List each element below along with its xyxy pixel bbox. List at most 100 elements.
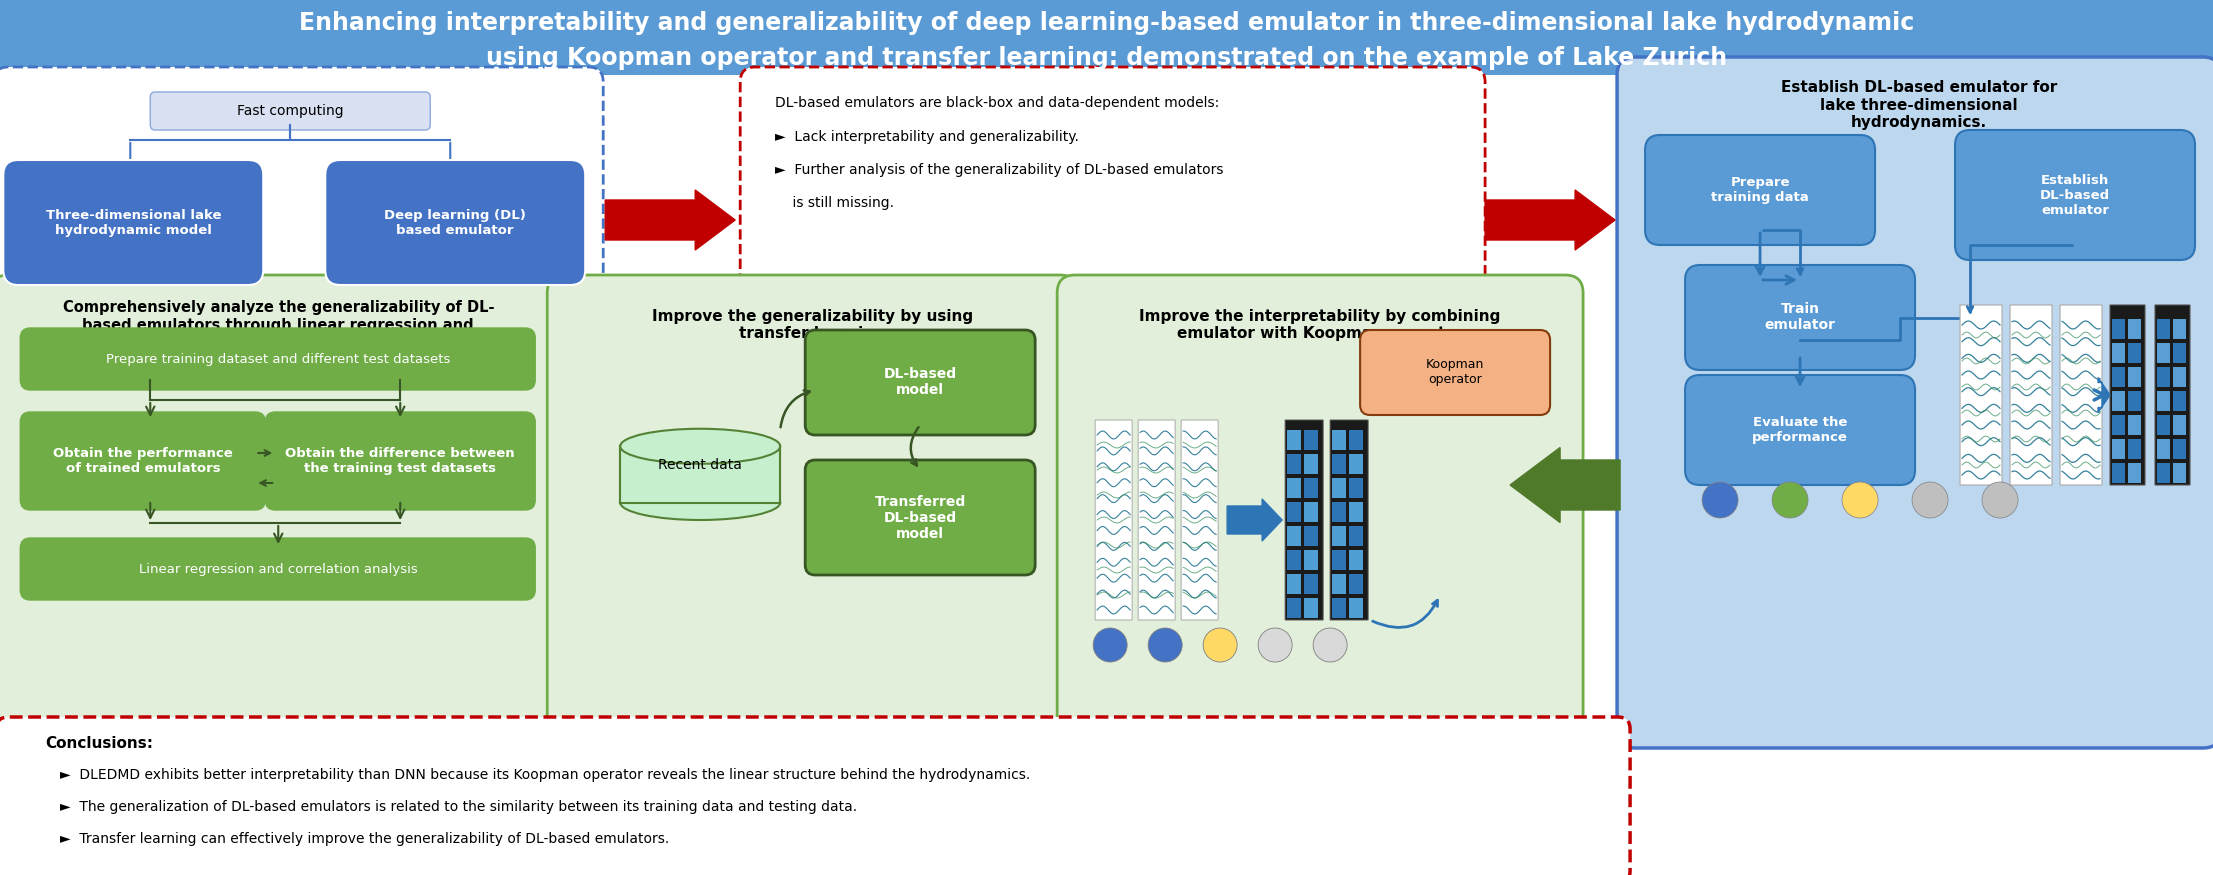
FancyBboxPatch shape: [2127, 391, 2140, 411]
FancyBboxPatch shape: [2111, 319, 2124, 339]
Circle shape: [1841, 482, 1879, 518]
Text: ►  Further analysis of the generalizability of DL-based emulators: ► Further analysis of the generalizabili…: [775, 163, 1224, 177]
FancyBboxPatch shape: [1684, 375, 1914, 485]
FancyBboxPatch shape: [1288, 478, 1301, 498]
Bar: [620, 446, 781, 502]
FancyBboxPatch shape: [2158, 367, 2171, 387]
FancyBboxPatch shape: [1303, 454, 1319, 474]
FancyBboxPatch shape: [2173, 439, 2186, 459]
FancyBboxPatch shape: [2127, 367, 2140, 387]
FancyBboxPatch shape: [150, 92, 429, 130]
FancyBboxPatch shape: [2127, 463, 2140, 483]
FancyBboxPatch shape: [0, 717, 1631, 875]
Text: DL-based
model: DL-based model: [883, 367, 956, 397]
Text: Establish DL-based emulator for
lake three-dimensional
hydrodynamics.: Establish DL-based emulator for lake thr…: [1781, 80, 2058, 130]
FancyArrow shape: [1485, 190, 1615, 250]
FancyBboxPatch shape: [1303, 502, 1319, 522]
FancyBboxPatch shape: [1350, 598, 1363, 618]
FancyBboxPatch shape: [1350, 454, 1363, 474]
FancyBboxPatch shape: [1303, 574, 1319, 594]
FancyBboxPatch shape: [1350, 478, 1363, 498]
FancyBboxPatch shape: [2111, 343, 2124, 363]
FancyBboxPatch shape: [1303, 526, 1319, 546]
FancyBboxPatch shape: [0, 67, 604, 302]
FancyBboxPatch shape: [2127, 343, 2140, 363]
FancyBboxPatch shape: [1303, 430, 1319, 450]
FancyBboxPatch shape: [1330, 420, 1368, 620]
Ellipse shape: [620, 429, 781, 464]
FancyBboxPatch shape: [1058, 275, 1582, 741]
FancyBboxPatch shape: [2111, 367, 2124, 387]
FancyBboxPatch shape: [1350, 574, 1363, 594]
Text: DL-based emulators are black-box and data-dependent models:: DL-based emulators are black-box and dat…: [775, 96, 1219, 110]
FancyBboxPatch shape: [1332, 430, 1346, 450]
FancyBboxPatch shape: [1361, 330, 1549, 415]
FancyBboxPatch shape: [2173, 415, 2186, 435]
Text: Prepare
training data: Prepare training data: [1711, 176, 1808, 204]
Text: Obtain the difference between
the training test datasets: Obtain the difference between the traini…: [285, 447, 516, 475]
FancyBboxPatch shape: [1961, 305, 2003, 485]
Text: Fine-tuning: Fine-tuning: [883, 458, 958, 472]
Text: Comprehensively analyze the generalizability of DL-
based emulators through line: Comprehensively analyze the generalizabi…: [62, 300, 493, 350]
FancyBboxPatch shape: [1954, 130, 2195, 260]
Circle shape: [1149, 628, 1182, 662]
FancyBboxPatch shape: [2127, 319, 2140, 339]
Circle shape: [1312, 628, 1348, 662]
FancyBboxPatch shape: [266, 412, 536, 510]
FancyBboxPatch shape: [2158, 319, 2171, 339]
Text: Establish
DL-based
emulator: Establish DL-based emulator: [2040, 173, 2109, 216]
FancyBboxPatch shape: [2, 160, 263, 285]
FancyArrow shape: [2098, 377, 2109, 412]
FancyBboxPatch shape: [2158, 439, 2171, 459]
Ellipse shape: [620, 485, 781, 520]
Text: Transferred
DL-based
model: Transferred DL-based model: [874, 494, 965, 542]
FancyBboxPatch shape: [2111, 415, 2124, 435]
Text: Deep learning (DL)
based emulator: Deep learning (DL) based emulator: [385, 209, 527, 237]
Text: ►  The generalization of DL-based emulators is related to the similarity between: ► The generalization of DL-based emulato…: [60, 800, 856, 814]
FancyBboxPatch shape: [1095, 420, 1133, 620]
FancyBboxPatch shape: [0, 0, 2213, 75]
Text: Recent data: Recent data: [657, 458, 741, 472]
FancyBboxPatch shape: [2173, 319, 2186, 339]
Circle shape: [1702, 482, 1737, 518]
Text: Conclusions:: Conclusions:: [44, 736, 153, 751]
FancyBboxPatch shape: [1350, 502, 1363, 522]
FancyBboxPatch shape: [2127, 439, 2140, 459]
FancyBboxPatch shape: [2173, 391, 2186, 411]
FancyBboxPatch shape: [1350, 550, 1363, 570]
FancyBboxPatch shape: [1288, 574, 1301, 594]
FancyBboxPatch shape: [2009, 305, 2051, 485]
FancyBboxPatch shape: [2173, 367, 2186, 387]
FancyBboxPatch shape: [1303, 598, 1319, 618]
Text: Koopman
operator: Koopman operator: [1425, 358, 1485, 386]
FancyBboxPatch shape: [2158, 463, 2171, 483]
FancyArrow shape: [604, 190, 735, 250]
FancyBboxPatch shape: [325, 160, 584, 285]
FancyArrow shape: [1509, 447, 1620, 522]
FancyBboxPatch shape: [2109, 305, 2144, 485]
FancyBboxPatch shape: [1332, 574, 1346, 594]
FancyBboxPatch shape: [547, 275, 1078, 741]
FancyBboxPatch shape: [2111, 463, 2124, 483]
FancyBboxPatch shape: [1303, 550, 1319, 570]
FancyBboxPatch shape: [1332, 550, 1346, 570]
FancyBboxPatch shape: [806, 460, 1036, 575]
Text: Improve the interpretability by combining
emulator with Koopman operator: Improve the interpretability by combinin…: [1140, 309, 1500, 341]
Circle shape: [1093, 628, 1126, 662]
Circle shape: [1773, 482, 1808, 518]
Text: +: +: [1239, 506, 1261, 534]
FancyBboxPatch shape: [1350, 526, 1363, 546]
Circle shape: [1259, 628, 1292, 662]
FancyBboxPatch shape: [1684, 265, 1914, 370]
Text: Three-dimensional lake
hydrodynamic model: Three-dimensional lake hydrodynamic mode…: [46, 209, 221, 237]
FancyBboxPatch shape: [1288, 550, 1301, 570]
FancyBboxPatch shape: [1618, 57, 2213, 748]
FancyBboxPatch shape: [1288, 598, 1301, 618]
FancyBboxPatch shape: [2127, 415, 2140, 435]
FancyBboxPatch shape: [1332, 478, 1346, 498]
FancyBboxPatch shape: [2158, 415, 2171, 435]
Text: Obtain the performance
of trained emulators: Obtain the performance of trained emulat…: [53, 447, 232, 475]
FancyBboxPatch shape: [0, 275, 567, 741]
FancyBboxPatch shape: [806, 330, 1036, 435]
Text: Linear regression and correlation analysis: Linear regression and correlation analys…: [139, 563, 418, 576]
